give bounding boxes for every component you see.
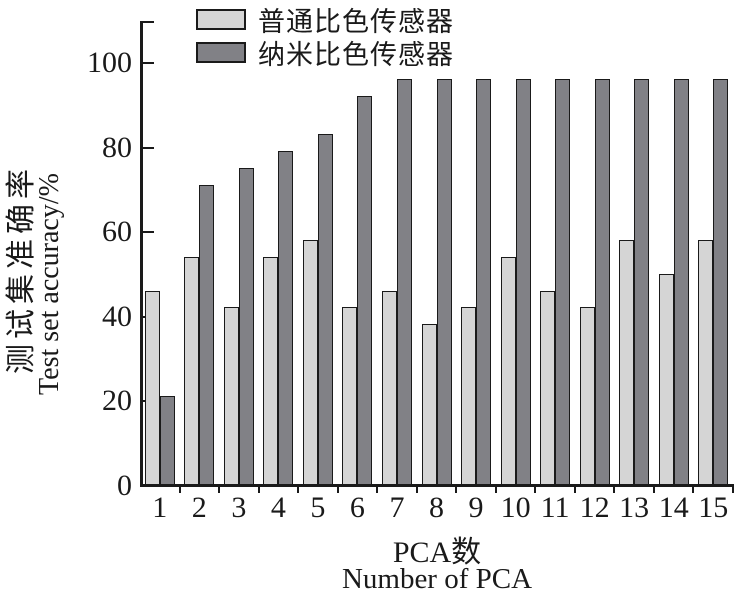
x-tick-15	[732, 487, 734, 493]
x-tick-9	[494, 487, 497, 493]
bar-nano-5	[317, 134, 333, 485]
x-tick-11	[573, 487, 576, 493]
x-tick-label-13: 13	[619, 491, 650, 524]
x-tick-label-1: 1	[152, 491, 168, 524]
legend: 普通比色传感器 纳米比色传感器	[196, 3, 454, 70]
bar-ordinary-4	[263, 256, 279, 485]
x-tick-13	[652, 487, 655, 493]
x-tick-label-6: 6	[349, 491, 365, 524]
y-tick-label-80: 80	[102, 130, 132, 164]
legend-label-ordinary: 普通比色传感器	[258, 7, 454, 37]
x-tick-label-15: 15	[698, 491, 729, 524]
bar-nano-12	[594, 79, 610, 485]
bar-ordinary-3	[223, 307, 239, 485]
bar-nano-9	[476, 79, 492, 485]
bar-nano-13	[634, 79, 650, 485]
legend-item-ordinary: 普通比色传感器	[196, 3, 454, 37]
bar-nano-11	[555, 79, 571, 485]
bar-ordinary-1	[144, 290, 160, 485]
x-tick-6	[376, 487, 379, 493]
y-tick-label-0: 0	[117, 469, 132, 502]
bar-nano-10	[515, 79, 531, 485]
x-tick-label-9: 9	[468, 491, 484, 524]
legend-label-nano: 纳米比色传感器	[258, 40, 454, 70]
x-tick-label-3: 3	[231, 491, 247, 524]
bar-nano-4	[278, 151, 294, 485]
x-tick-label-11: 11	[540, 491, 570, 524]
bar-ordinary-13	[619, 239, 635, 485]
x-tick-label-8: 8	[429, 491, 444, 524]
bar-ordinary-6	[342, 307, 358, 485]
x-tick-3	[257, 487, 260, 493]
x-tick-8	[455, 487, 458, 493]
x-tick-5	[336, 487, 339, 493]
legend-item-nano: 纳米比色传感器	[196, 36, 454, 70]
bar-ordinary-14	[658, 273, 674, 485]
x-tick-4	[297, 487, 300, 493]
y-tick-60	[142, 231, 154, 234]
y-tick-label-60: 60	[102, 215, 132, 249]
x-tick-14	[692, 487, 695, 493]
bar-nano-7	[396, 79, 412, 485]
bar-nano-3	[238, 167, 254, 485]
bar-ordinary-5	[302, 239, 318, 485]
x-tick-label-12: 12	[579, 491, 610, 524]
x-tick-label-2: 2	[191, 491, 207, 524]
bar-ordinary-8	[421, 324, 437, 485]
bar-nano-6	[357, 96, 373, 485]
bar-nano-1	[159, 396, 175, 485]
bar-ordinary-15	[698, 239, 714, 485]
x-tick-label-7: 7	[389, 491, 405, 524]
bar-nano-14	[673, 79, 689, 485]
y-tick-100	[142, 62, 154, 65]
x-axis	[140, 484, 734, 487]
y-tick-label-20: 20	[102, 384, 132, 418]
x-axis-label-zh: PCA数	[392, 536, 482, 569]
bar-ordinary-7	[381, 290, 397, 485]
bar-ordinary-2	[184, 256, 200, 485]
bar-nano-8	[436, 79, 452, 485]
bar-ordinary-10	[500, 256, 516, 485]
bar-ordinary-11	[540, 290, 556, 485]
x-axis-label-en: Number of PCA	[341, 563, 533, 594]
y-tick-label-100: 100	[87, 46, 132, 80]
x-tick-10	[534, 487, 537, 493]
x-tick-label-14: 14	[658, 491, 689, 524]
legend-swatch-ordinary	[196, 9, 246, 30]
x-tick-label-10: 10	[500, 491, 531, 524]
bar-nano-2	[199, 184, 215, 485]
y-axis-top-cap	[142, 21, 154, 23]
x-tick-label-4: 4	[270, 491, 286, 524]
y-tick-label-40: 40	[102, 299, 132, 333]
bar-ordinary-9	[461, 307, 477, 485]
x-tick-2	[218, 487, 221, 493]
legend-swatch-nano	[196, 42, 246, 63]
y-tick-80	[142, 146, 154, 149]
x-tick-12	[613, 487, 616, 493]
bar-nano-15	[713, 79, 729, 485]
x-tick-label-5: 5	[310, 491, 326, 524]
x-tick-1	[178, 487, 181, 493]
x-tick-7	[415, 487, 418, 493]
bar-ordinary-12	[579, 307, 595, 485]
y-axis	[140, 21, 143, 487]
